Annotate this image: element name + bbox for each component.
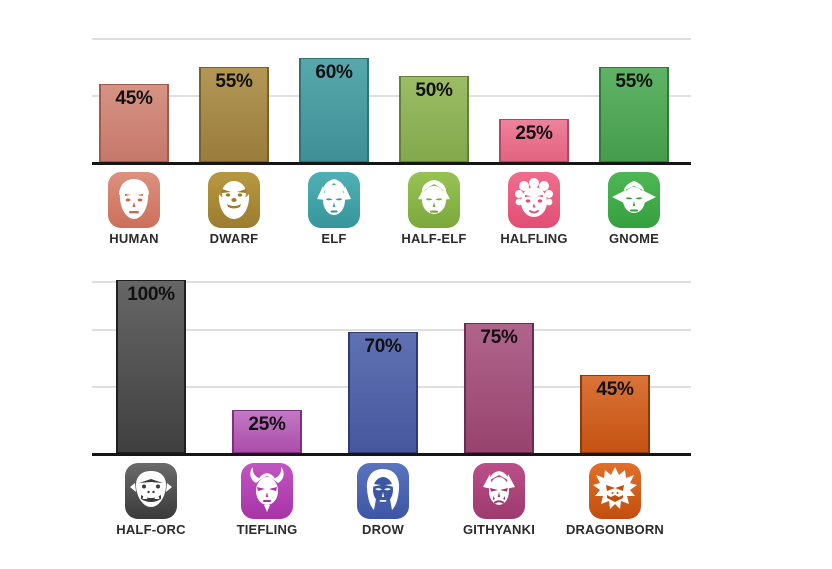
bar-drow: 70% xyxy=(348,332,418,453)
bar-value-half-orc: 100% xyxy=(127,284,175,305)
gridline xyxy=(92,281,691,283)
elf-face-glyph xyxy=(308,172,360,228)
drow-face-glyph xyxy=(357,463,409,519)
dragonborn-face-glyph xyxy=(589,463,641,519)
category-label-halfling: HALFLING xyxy=(500,231,568,246)
elf-face-icon xyxy=(308,172,360,228)
bar-human: 45% xyxy=(99,84,169,162)
bar-value-githyanki: 75% xyxy=(480,327,518,348)
x-axis-line xyxy=(92,453,691,456)
bar-elf: 60% xyxy=(299,58,369,162)
category-label-drow: DROW xyxy=(362,522,404,537)
bar-tiefling: 25% xyxy=(232,410,302,453)
tiefling-face-glyph xyxy=(241,463,293,519)
dwarf-face-icon xyxy=(208,172,260,228)
category-label-half-orc: HALF-ORC xyxy=(116,522,186,537)
halfling-face-glyph xyxy=(508,172,560,228)
x-axis-line xyxy=(92,162,691,165)
half-elf-face-glyph xyxy=(408,172,460,228)
bar-value-drow: 70% xyxy=(364,336,402,357)
category-label-elf: ELF xyxy=(321,231,347,246)
githyanki-face-icon xyxy=(473,463,525,519)
dragonborn-face-icon xyxy=(589,463,641,519)
gridline xyxy=(92,38,691,40)
category-label-dwarf: DWARF xyxy=(209,231,259,246)
gnome-face-glyph xyxy=(608,172,660,228)
bar-value-elf: 60% xyxy=(315,62,353,83)
githyanki-face-glyph xyxy=(473,463,525,519)
drow-face-icon xyxy=(357,463,409,519)
gnome-face-icon xyxy=(608,172,660,228)
bar-dragonborn: 45% xyxy=(580,375,650,453)
tiefling-face-icon xyxy=(241,463,293,519)
category-label-githyanki: GITHYANKI xyxy=(462,522,536,537)
category-label-human: HUMAN xyxy=(109,231,159,246)
bar-half-orc: 100% xyxy=(116,280,186,453)
bar-value-halfling: 25% xyxy=(515,123,553,144)
bar-value-half-elf: 50% xyxy=(415,80,453,101)
bar-githyanki: 75% xyxy=(464,323,534,453)
bar-value-dwarf: 55% xyxy=(215,71,253,92)
half-elf-face-icon xyxy=(408,172,460,228)
bar-value-gnome: 55% xyxy=(615,71,653,92)
category-label-half-elf: HALF-ELF xyxy=(401,231,467,246)
dwarf-face-glyph xyxy=(208,172,260,228)
category-label-tiefling: TIEFLING xyxy=(236,522,298,537)
human-face-icon xyxy=(108,172,160,228)
category-label-gnome: GNOME xyxy=(608,231,660,246)
bar-dwarf: 55% xyxy=(199,67,269,162)
half-orc-face-icon xyxy=(125,463,177,519)
bar-half-elf: 50% xyxy=(399,76,469,162)
half-orc-face-glyph xyxy=(125,463,177,519)
gridline xyxy=(92,95,691,97)
bar-value-human: 45% xyxy=(115,88,153,109)
bar-gnome: 55% xyxy=(599,67,669,162)
halfling-face-icon xyxy=(508,172,560,228)
bar-halfling: 25% xyxy=(499,119,569,162)
category-label-dragonborn: DRAGONBORN xyxy=(565,522,665,537)
bar-value-tiefling: 25% xyxy=(248,414,286,435)
human-face-glyph xyxy=(108,172,160,228)
gridline xyxy=(92,328,691,331)
bar-value-dragonborn: 45% xyxy=(596,379,634,400)
